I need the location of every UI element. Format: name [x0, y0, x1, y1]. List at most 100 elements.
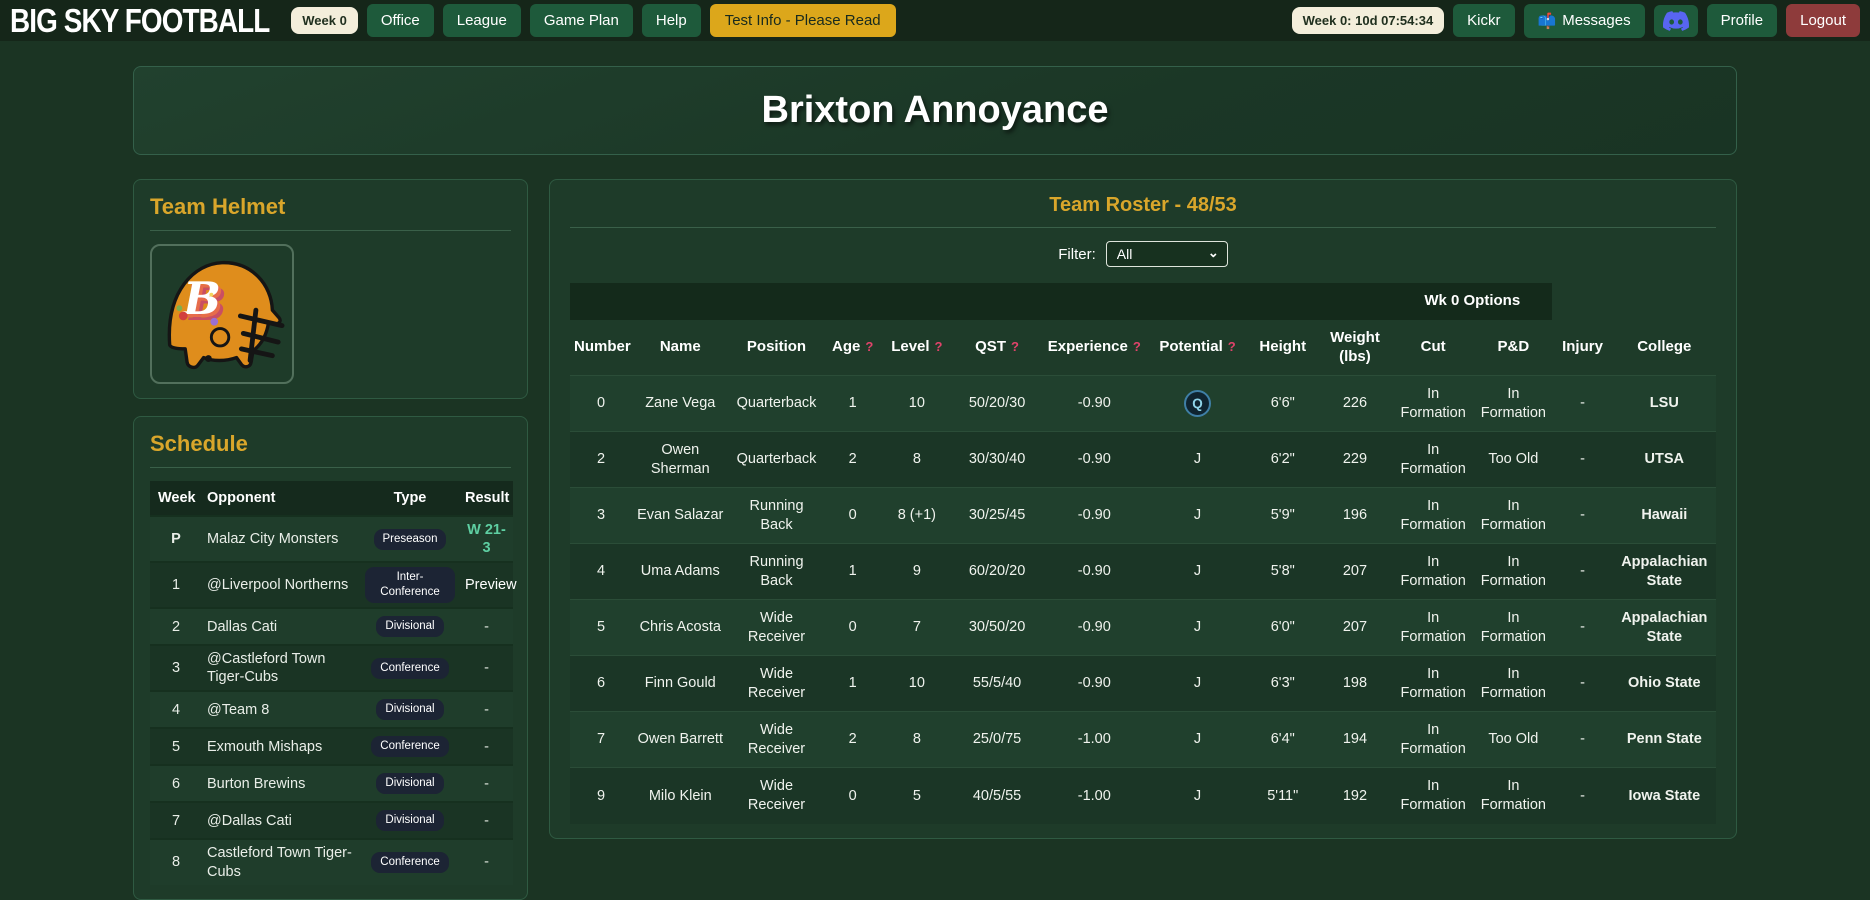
roster-cell-name[interactable]: Zane Vega	[632, 375, 729, 432]
roster-cell-number: 5	[570, 599, 633, 656]
schedule-row: 6 Burton Brewins Divisional -	[150, 765, 513, 803]
roster-cell-cut: In Formation	[1392, 543, 1475, 600]
roster-cell-pd: In Formation	[1474, 487, 1553, 544]
roster-cell-injury: -	[1552, 767, 1613, 824]
roster-cell-potential: J	[1147, 487, 1248, 544]
nav-button-league[interactable]: League	[442, 4, 521, 37]
schedule-cell-type: Preseason	[360, 516, 460, 562]
roster-cell-cut: In Formation	[1392, 711, 1475, 768]
roster-cell-name[interactable]: Owen Sherman	[632, 431, 729, 488]
roster-cell-name[interactable]: Uma Adams	[632, 543, 729, 600]
team-helmet-card: Team Helmet B B B	[133, 179, 528, 399]
kickr-button[interactable]: Kickr	[1453, 4, 1515, 37]
roster-cell-weight: 229	[1317, 431, 1393, 488]
roster-row: 5 Chris Acosta Wide Receiver 0 7 30/50/20 -0.9…	[570, 599, 1716, 656]
roster-cell-qst: 55/5/40	[952, 655, 1042, 712]
schedule-cell-week: 4	[171, 701, 181, 718]
helmet-icon: B B B	[167, 260, 285, 370]
schedule-row: 4 @Team 8 Divisional -	[150, 691, 513, 729]
nav-left-buttons: Office League Game Plan Help	[366, 4, 701, 37]
roster-cell-college: Iowa State	[1612, 767, 1716, 824]
roster-cell-weight: 192	[1317, 767, 1393, 824]
roster-cell-experience: -0.90	[1041, 375, 1148, 432]
band-empty	[1552, 283, 1716, 320]
discord-button[interactable]	[1653, 4, 1698, 37]
help-icon[interactable]: ?	[865, 339, 874, 355]
roster-cell-height: 6'2"	[1247, 431, 1318, 488]
roster-cell-name[interactable]: Evan Salazar	[632, 487, 729, 544]
roster-row: 3 Evan Salazar Running Back 0 8 (+1) 30/25/45…	[570, 487, 1716, 544]
roster-col-height: Height	[1259, 338, 1307, 356]
nav-button-office[interactable]: Office	[366, 4, 434, 37]
roster-title: Team Roster - 48/53	[1049, 194, 1237, 216]
roster-filter-select[interactable]: All	[1105, 241, 1228, 267]
roster-cell-cut: In Formation	[1392, 375, 1475, 432]
roster-cell-height: 6'0"	[1247, 599, 1318, 656]
roster-options-band-row: Wk 0 Options	[570, 283, 1716, 320]
schedule-col-opponent: Opponent	[202, 481, 360, 516]
roster-col-level: Level?	[891, 338, 943, 356]
roster-cell-position: Running Back	[728, 543, 825, 600]
profile-button[interactable]: Profile	[1706, 4, 1778, 37]
schedule-cell-opponent: Castleford Town Tiger-Cubs	[207, 845, 352, 880]
roster-col-name: Name	[659, 338, 701, 356]
potential-q-badge[interactable]: Q	[1184, 390, 1212, 418]
roster-cell-name[interactable]: Milo Klein	[632, 767, 729, 824]
roster-cell-age: 1	[824, 543, 881, 600]
roster-col-p-d: P&D	[1497, 338, 1530, 356]
help-icon[interactable]: ?	[1010, 339, 1019, 355]
game-type-badge: Inter-Conference	[365, 567, 455, 604]
schedule-cell-result[interactable]: W 21-3	[467, 522, 506, 557]
roster-col-injury: Injury	[1562, 338, 1603, 356]
divider	[570, 227, 1716, 228]
roster-cell-age: 2	[824, 711, 881, 768]
roster-cell-weight: 226	[1317, 375, 1393, 432]
filter-select-wrap: All ⌄	[1105, 241, 1228, 267]
roster-cell-qst: 25/0/75	[952, 711, 1042, 768]
wk0-options-header: Wk 0 Options	[1392, 283, 1553, 320]
schedule-card: Schedule Week Opponent Type Result P Mala…	[133, 416, 528, 900]
roster-cell-experience: -0.90	[1041, 599, 1148, 656]
roster-cell-height: 5'8"	[1247, 543, 1318, 600]
roster-cell-position: Wide Receiver	[728, 711, 825, 768]
schedule-body: P Malaz City Monsters Preseason W 21-3 1 @Liv…	[150, 516, 517, 885]
roster-cell-pd: In Formation	[1474, 767, 1553, 824]
roster-cell-college: Penn State	[1612, 711, 1716, 768]
svg-text:B: B	[184, 275, 224, 328]
schedule-cell-result: -	[484, 812, 489, 829]
roster-cell-pd: Too Old	[1474, 711, 1553, 768]
roster-cell-name[interactable]: Chris Acosta	[632, 599, 729, 656]
nav-button-game-plan[interactable]: Game Plan	[529, 4, 633, 37]
schedule-header-row: Week Opponent Type Result	[150, 481, 513, 516]
schedule-col-result: Result	[460, 481, 513, 516]
roster-cell-college: Hawaii	[1612, 487, 1716, 544]
game-type-badge: Conference	[371, 852, 449, 873]
help-icon[interactable]: ?	[1132, 339, 1141, 355]
roster-cell-pd: In Formation	[1474, 375, 1553, 432]
schedule-cell-result[interactable]: Preview	[465, 577, 517, 594]
schedule-cell-opponent: Malaz City Monsters	[207, 531, 339, 548]
roster-cell-age: 0	[824, 767, 881, 824]
logout-button[interactable]: Logout	[1786, 4, 1860, 37]
schedule-row: 8 Castleford Town Tiger-Cubs Conference -	[150, 839, 513, 885]
roster-cell-number: 3	[570, 487, 633, 544]
roster-cell-name[interactable]: Finn Gould	[632, 655, 729, 712]
roster-cell-height: 6'3"	[1247, 655, 1318, 712]
roster-cell-number: 4	[570, 543, 633, 600]
roster-cell-qst: 50/20/30	[952, 375, 1042, 432]
help-icon[interactable]: ?	[1227, 339, 1236, 355]
roster-cell-experience: -1.00	[1041, 711, 1148, 768]
week-badge: Week 0	[291, 7, 358, 34]
schedule-cell-week: 6	[171, 775, 181, 792]
game-type-badge: Conference	[371, 657, 449, 679]
test-info-button[interactable]: Test Info - Please Read	[709, 4, 896, 37]
roster-col-college: College	[1637, 338, 1692, 356]
nav-button-help[interactable]: Help	[641, 4, 701, 37]
roster-cell-college: LSU	[1612, 375, 1716, 432]
messages-button[interactable]: 📫 Messages	[1523, 3, 1645, 38]
schedule-cell-week: 5	[171, 738, 181, 755]
team-title-card: Brixton Annoyance	[133, 66, 1737, 155]
help-icon[interactable]: ?	[934, 339, 943, 355]
schedule-cell-week: P	[171, 531, 181, 548]
roster-cell-name[interactable]: Owen Barrett	[632, 711, 729, 768]
